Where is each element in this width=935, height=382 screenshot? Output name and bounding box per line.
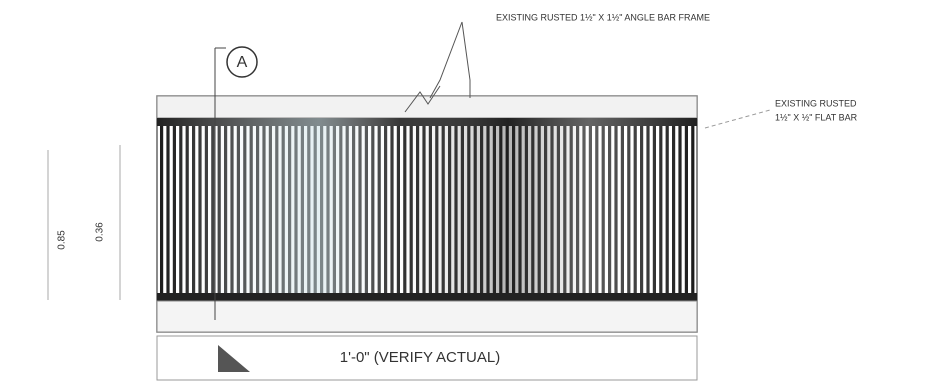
leader: [430, 22, 462, 98]
leader: [705, 110, 770, 128]
flat-bar-bottom: [157, 293, 697, 301]
leader: [462, 22, 470, 98]
arrow: [218, 345, 250, 372]
bottom-frame: [157, 301, 697, 332]
grate-detail: 1'-0" (VERIFY ACTUAL) A EXISTING RUSTED …: [0, 0, 935, 382]
top-frame: [157, 96, 697, 118]
frame-note: EXISTING RUSTED 1½" X 1½" ANGLE BAR FRAM…: [496, 12, 710, 22]
flat-bar-note: EXISTING RUSTED: [775, 98, 857, 108]
page: 1'-0" (VERIFY ACTUAL) A EXISTING RUSTED …: [0, 0, 935, 382]
callout-label: A: [237, 54, 248, 71]
height-dimension: 0.85: [57, 230, 68, 250]
width-dimension: 1'-0" (VERIFY ACTUAL): [340, 349, 500, 366]
flat-bar-note: 1½" X ½" FLAT BAR: [775, 112, 858, 122]
height-dimension: 0.36: [95, 222, 106, 242]
shading: [157, 118, 697, 298]
